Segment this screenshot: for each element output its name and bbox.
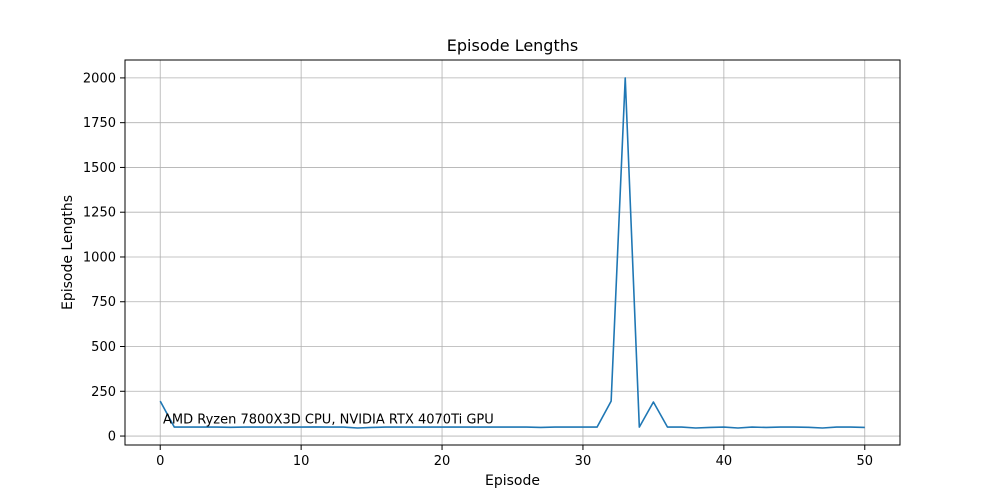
y-tick-label: 1000 (83, 250, 116, 265)
x-tick-label: 30 (575, 454, 592, 469)
y-tick-label: 1500 (83, 161, 116, 176)
x-tick-label: 20 (434, 454, 451, 469)
x-tick-label: 40 (716, 454, 733, 469)
x-tick-label: 10 (293, 454, 310, 469)
plot-frame (124, 59, 901, 446)
y-tick-label: 500 (91, 340, 116, 355)
y-tick-label: 1250 (83, 206, 116, 221)
chart-title: Episode Lengths (447, 36, 578, 55)
ticks: 0 10 20 30 40 5002505007501000125015001750200… (83, 71, 873, 469)
y-tick-label: 250 (91, 385, 116, 400)
y-tick-label: 750 (91, 295, 116, 310)
series-layer (159, 77, 865, 429)
x-tick-label: 50 (856, 454, 873, 469)
x-tick-label: 0 (156, 454, 164, 469)
y-axis-label: Episode Lengths (60, 195, 76, 310)
y-tick-label: 0 (108, 430, 116, 445)
x-axis-label: Episode (485, 473, 540, 489)
y-tick-label: 1750 (83, 116, 116, 131)
annotation-text: AMD Ryzen 7800X3D CPU, NVIDIA RTX 4070Ti… (163, 413, 494, 428)
grid (125, 60, 900, 445)
y-tick-label: 2000 (83, 71, 116, 86)
series-line (159, 77, 865, 429)
